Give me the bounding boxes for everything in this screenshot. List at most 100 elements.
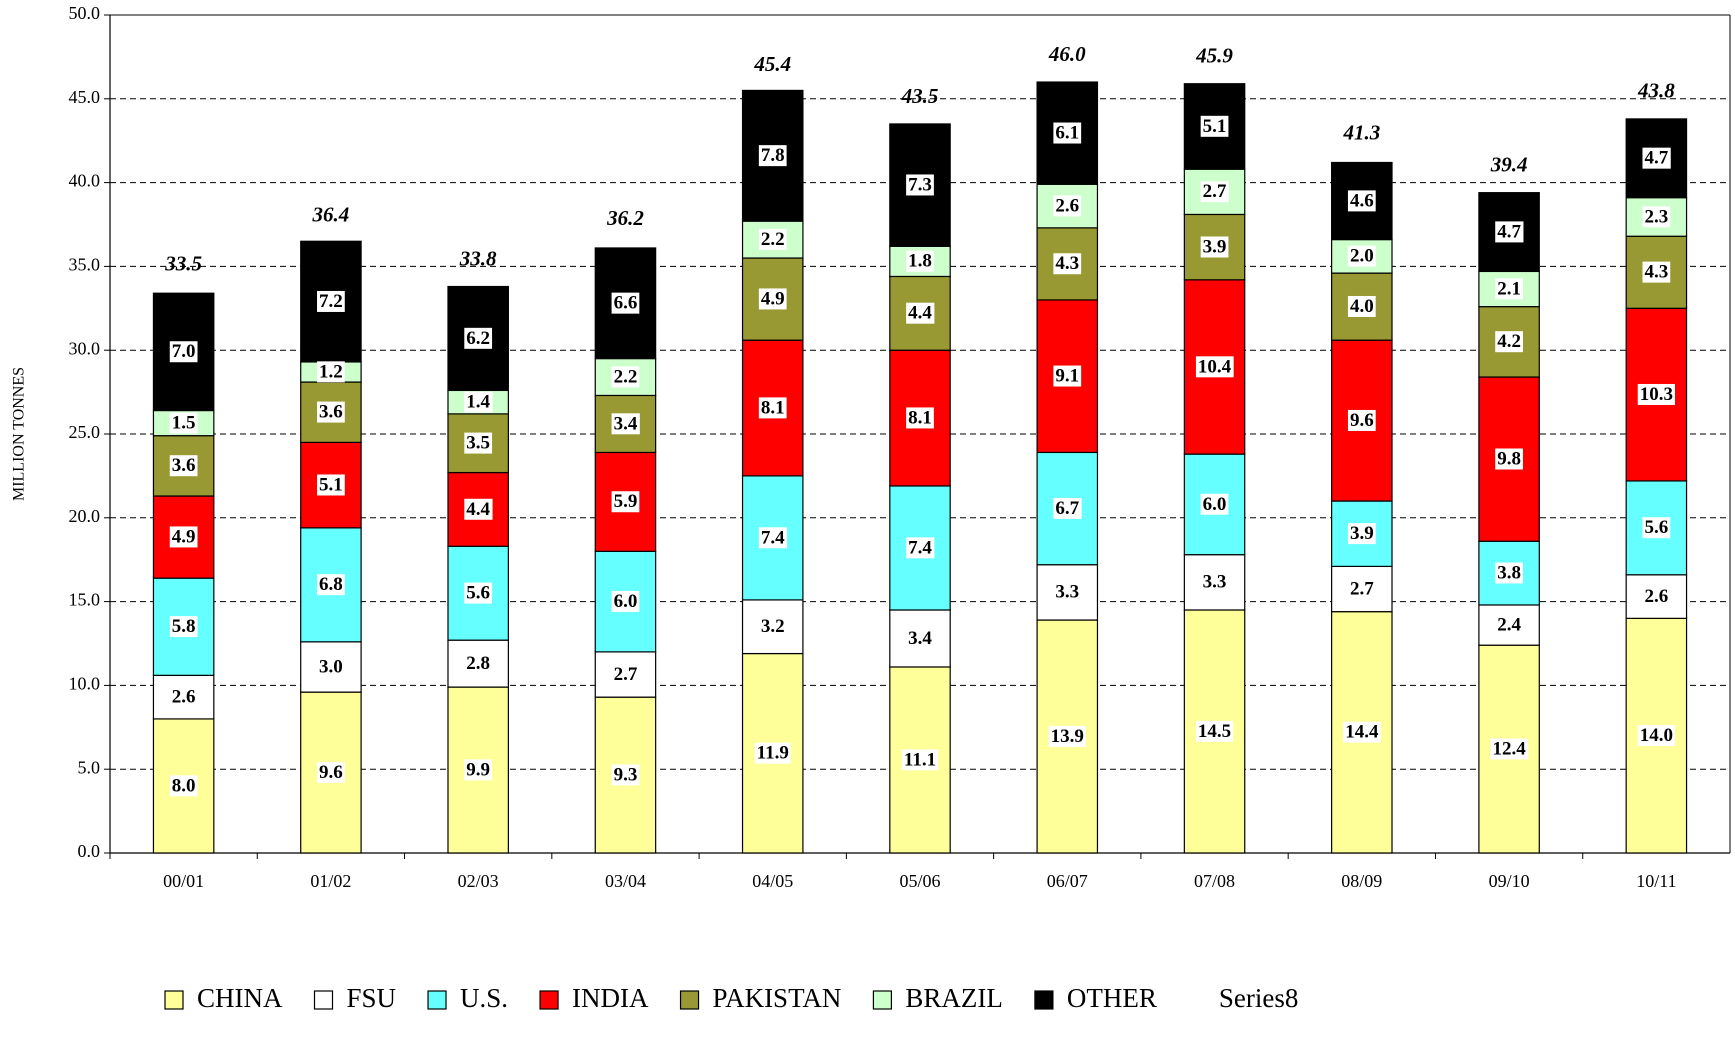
legend-label: FSU — [347, 983, 397, 1013]
data-label-bg — [906, 627, 935, 649]
data-label-bg — [1495, 614, 1524, 636]
total-label: 36.2 — [606, 206, 644, 230]
data-label: 3.5 — [466, 433, 490, 454]
data-label: 4.9 — [761, 288, 785, 309]
data-label-bg — [1642, 261, 1671, 283]
data-label-bg — [1637, 725, 1675, 747]
data-label: 2.0 — [1350, 246, 1374, 267]
data-label: 3.9 — [1203, 236, 1227, 257]
legend-marker — [872, 990, 893, 1010]
legend-label: INDIA — [572, 983, 649, 1013]
data-label: 6.0 — [614, 591, 638, 612]
y-tick-label: 0.0 — [78, 841, 101, 861]
legend-marker — [1034, 990, 1054, 1010]
data-label-bg — [1195, 720, 1234, 742]
data-label-bg — [169, 616, 198, 638]
data-label: 4.4 — [908, 303, 932, 324]
data-label-bg — [906, 250, 934, 272]
legend-marker — [679, 990, 700, 1010]
data-label: 9.6 — [319, 762, 343, 783]
data-label: 2.7 — [1203, 181, 1227, 202]
data-label: 8.0 — [172, 775, 196, 796]
data-label: 9.1 — [1055, 366, 1079, 387]
data-label-bg — [317, 474, 345, 496]
data-label: 3.4 — [614, 413, 638, 434]
data-label: 4.9 — [172, 526, 196, 547]
data-label: 10.4 — [1198, 356, 1232, 377]
data-label-bg — [1347, 295, 1376, 317]
bar-segment — [300, 527, 362, 643]
legend-label: PAKISTAN — [713, 983, 842, 1013]
y-tick-label: 35.0 — [69, 255, 101, 275]
data-label-bg — [758, 527, 788, 549]
data-label: 7.0 — [172, 341, 196, 362]
data-label-bg — [611, 491, 640, 513]
data-label: 4.3 — [1644, 262, 1668, 283]
y-tick-label: 45.0 — [69, 87, 101, 107]
total-label: 43.5 — [901, 84, 939, 108]
bar-segment — [1478, 604, 1540, 646]
data-label: 2.2 — [614, 366, 638, 387]
data-label-bg — [169, 455, 198, 477]
data-label: 6.8 — [319, 574, 343, 595]
data-label-bg — [1490, 738, 1529, 760]
data-label-bg — [611, 663, 640, 685]
data-label-bg — [1343, 721, 1381, 743]
data-label-bg — [317, 290, 345, 312]
data-label: 2.7 — [614, 664, 638, 685]
data-label-bg — [1200, 181, 1229, 203]
data-label: 1.5 — [172, 412, 196, 433]
data-label-bg — [317, 361, 345, 383]
data-label-bg — [1347, 523, 1376, 545]
legend-marker — [539, 990, 559, 1010]
data-label-bg — [611, 366, 640, 388]
data-label-bg — [611, 292, 640, 314]
data-label-bg — [1053, 253, 1082, 275]
data-label: 2.4 — [1497, 614, 1521, 635]
legend-label: BRAZIL — [905, 983, 1003, 1013]
x-tick-label: 08/09 — [1341, 871, 1382, 891]
data-label: 2.3 — [1644, 206, 1668, 227]
bar-segment — [447, 471, 509, 547]
data-label-bg — [317, 574, 345, 596]
data-label-bg — [1053, 195, 1082, 217]
data-label-bg — [1495, 331, 1523, 353]
x-tick-label: 07/08 — [1194, 871, 1235, 891]
data-label: 4.7 — [1497, 221, 1521, 242]
data-label-bg — [1347, 409, 1376, 431]
data-label-bg — [1053, 365, 1082, 387]
data-label-bg — [464, 327, 493, 349]
data-label: 3.2 — [761, 616, 785, 637]
x-tick-label: 00/01 — [163, 871, 204, 891]
legend-marker — [164, 990, 184, 1010]
data-label-bg — [464, 759, 493, 781]
data-label-bg — [1642, 206, 1671, 228]
y-tick-label: 5.0 — [78, 757, 101, 777]
data-label-bg — [1200, 571, 1229, 593]
data-label: 7.8 — [761, 145, 785, 166]
data-label-bg — [464, 432, 493, 454]
data-label-bg — [169, 341, 198, 363]
data-label-bg — [758, 616, 787, 638]
data-label-bg — [1053, 497, 1082, 519]
data-label: 5.8 — [172, 616, 196, 637]
data-label-bg — [1200, 493, 1229, 515]
data-label-bg — [169, 412, 198, 434]
data-label: 2.1 — [1497, 278, 1521, 299]
data-label: 2.6 — [1055, 195, 1079, 216]
x-tick-label: 02/03 — [458, 871, 499, 891]
data-label-bg — [754, 742, 791, 764]
data-label-bg — [317, 401, 345, 423]
data-label: 11.1 — [904, 749, 936, 770]
data-label: 1.2 — [319, 361, 343, 382]
y-tick-label: 20.0 — [69, 506, 101, 526]
data-label-bg — [1200, 115, 1229, 137]
y-axis-label: MILLION TONNES — [11, 367, 28, 501]
legend-marker — [313, 990, 334, 1010]
legend-label: U.S. — [460, 983, 508, 1013]
total-label: 33.8 — [459, 246, 497, 270]
data-label-bg — [611, 764, 640, 786]
data-label: 6.0 — [1203, 494, 1227, 515]
data-label: 11.9 — [757, 743, 789, 764]
total-label: 41.3 — [1342, 121, 1380, 145]
